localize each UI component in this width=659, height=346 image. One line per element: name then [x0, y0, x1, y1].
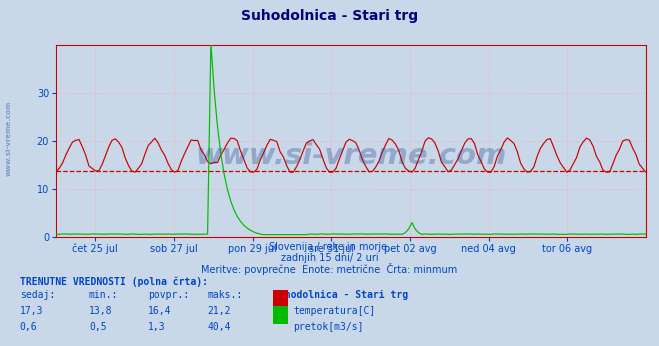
Text: sedaj:: sedaj: — [20, 290, 55, 300]
Text: 16,4: 16,4 — [148, 306, 172, 316]
Text: 0,6: 0,6 — [20, 322, 38, 333]
Text: min.:: min.: — [89, 290, 119, 300]
Text: Meritve: povprečne  Enote: metrične  Črta: minmum: Meritve: povprečne Enote: metrične Črta:… — [202, 263, 457, 275]
Text: Suhodolnica - Stari trg: Suhodolnica - Stari trg — [241, 9, 418, 22]
Text: pretok[m3/s]: pretok[m3/s] — [293, 322, 364, 333]
Text: 1,3: 1,3 — [148, 322, 166, 333]
Text: maks.:: maks.: — [208, 290, 243, 300]
Text: 0,5: 0,5 — [89, 322, 107, 333]
Text: temperatura[C]: temperatura[C] — [293, 306, 376, 316]
Text: Slovenija / reke in morje.: Slovenija / reke in morje. — [269, 242, 390, 252]
Text: 21,2: 21,2 — [208, 306, 231, 316]
Text: povpr.:: povpr.: — [148, 290, 189, 300]
Text: 40,4: 40,4 — [208, 322, 231, 333]
Text: 17,3: 17,3 — [20, 306, 43, 316]
Text: zadnjih 15 dni/ 2 uri: zadnjih 15 dni/ 2 uri — [281, 253, 378, 263]
Text: 13,8: 13,8 — [89, 306, 113, 316]
Text: www.si-vreme.com: www.si-vreme.com — [5, 101, 12, 176]
Text: Suhodolnica - Stari trg: Suhodolnica - Stari trg — [273, 290, 409, 300]
Text: TRENUTNE VREDNOSTI (polna črta):: TRENUTNE VREDNOSTI (polna črta): — [20, 277, 208, 287]
Text: www.si-vreme.com: www.si-vreme.com — [195, 142, 507, 170]
